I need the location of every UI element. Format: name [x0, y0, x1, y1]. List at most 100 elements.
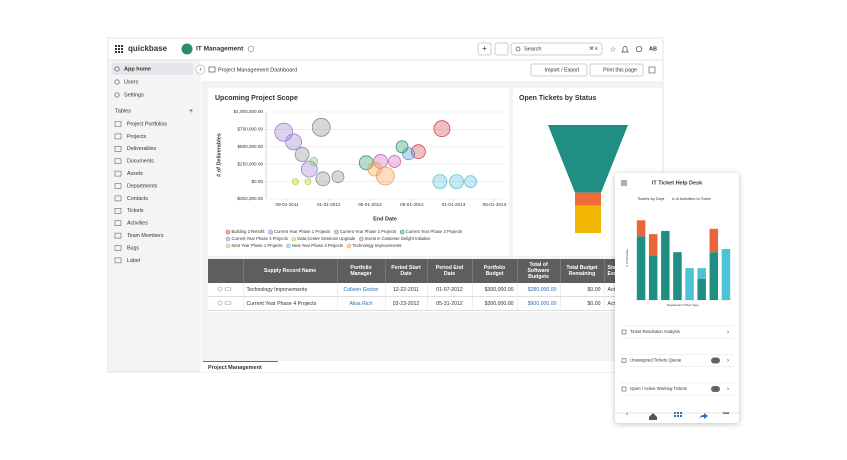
table-item[interactable]: Projects	[127, 134, 146, 140]
bubble	[402, 147, 415, 161]
nav-item[interactable]: Settings	[124, 92, 144, 98]
dashboard-title: Project Management Dashboard	[218, 67, 297, 73]
tab-label[interactable]: Project Management	[208, 365, 262, 371]
y-axis-label: # of Deliverables	[216, 133, 222, 177]
chevron[interactable]: ›	[727, 358, 729, 364]
active-nav	[112, 63, 193, 75]
x-axis-label: End Date	[373, 216, 397, 222]
table-cell[interactable]: $280,000.00	[517, 283, 561, 297]
table-item[interactable]: Deliverables	[127, 146, 156, 152]
table-item[interactable]: Project Portfolios	[127, 121, 167, 127]
y-tick-label: $250,000.00	[237, 161, 263, 166]
bar-segment	[636, 236, 646, 300]
bubble	[367, 161, 383, 177]
table-cell: Activ	[604, 283, 616, 297]
nav-apps[interactable]	[674, 412, 682, 417]
item-label[interactable]: Unassigned Tickets Queue	[630, 358, 682, 363]
print-button[interactable]	[589, 63, 644, 77]
row-icons[interactable]	[215, 300, 235, 306]
table-cell: Current Year Phase 4 Projects	[243, 296, 338, 311]
info-icon[interactable]	[247, 45, 255, 53]
nav-more[interactable]: •••	[723, 412, 729, 418]
row-icons[interactable]	[215, 286, 235, 292]
legend-label: Data Center Sessions Upgrade	[297, 236, 356, 241]
bubble	[315, 171, 331, 187]
help-icon[interactable]	[635, 45, 643, 53]
table-cell: Technology Improvements	[243, 283, 338, 297]
funnel-segment	[575, 192, 601, 206]
column-header: Period Start Date	[385, 259, 428, 283]
y-tick-label: -$250,000.00	[236, 196, 264, 201]
table-item[interactable]: Team Members	[127, 233, 164, 239]
table-icon	[114, 170, 122, 177]
x-tick-label: 01-01-2013	[442, 202, 466, 207]
x-tick-label: 09-01-2011	[276, 202, 300, 207]
table-cell[interactable]: Colleen Gorton	[337, 283, 386, 297]
item-label[interactable]: Ticket Resolution Analysis	[630, 329, 680, 334]
table-item[interactable]: Bugs	[127, 245, 139, 251]
import-export-button[interactable]	[530, 63, 588, 77]
legend-swatch	[291, 236, 297, 242]
nav-icon	[114, 66, 120, 72]
nav-share[interactable]	[699, 413, 708, 419]
records-table: Supply Record Name Portfolio Manager Perio…	[208, 259, 617, 311]
nav-item[interactable]: App home	[124, 66, 151, 72]
layout-icon[interactable]	[648, 66, 656, 74]
add-table-icon[interactable]: +	[189, 108, 193, 115]
item-icon	[621, 386, 627, 392]
legend-swatch	[286, 243, 291, 249]
nav-home[interactable]	[649, 413, 657, 420]
search-box[interactable]	[510, 42, 603, 56]
table-icon	[114, 245, 122, 251]
bubble	[432, 174, 448, 190]
bubble-title: Upcoming Project Scope	[215, 95, 298, 102]
legend-swatch	[225, 243, 231, 249]
user-avatar[interactable]: AB	[649, 46, 657, 52]
brand[interactable]: quickbase	[128, 44, 168, 53]
add-button[interactable]	[477, 42, 492, 56]
mobile-panel: IT Ticket Help Desk Tickets by Dept # of…	[615, 173, 739, 423]
table-item[interactable]: Assets	[127, 171, 143, 177]
count-label: 2	[714, 359, 716, 363]
chevron[interactable]: ›	[727, 387, 729, 393]
y-tick-label: $500,000.00	[237, 144, 263, 149]
bubble-chart: End Date # of Deliverables $1,000,000.00…	[216, 109, 507, 249]
apps-icon[interactable]	[115, 45, 123, 53]
table-item[interactable]: Departments	[127, 183, 158, 189]
bar-segment	[697, 278, 706, 300]
table-cell[interactable]: $900,000.00	[517, 296, 561, 311]
table-item[interactable]: Contacts	[127, 196, 148, 202]
y-tick-label: $1,000,000.00	[234, 109, 264, 114]
legend-label: Next Year Phase 1 Projects	[232, 243, 283, 248]
table-cell: $300,000.00	[472, 283, 518, 297]
bubble	[358, 155, 374, 171]
collapse-button[interactable]	[195, 64, 206, 75]
bubble	[388, 155, 401, 168]
table-item[interactable]: Activities	[127, 221, 148, 227]
table-cell: $0.00	[560, 296, 605, 311]
settings-button[interactable]	[494, 42, 509, 56]
nav-back[interactable]: ‹	[626, 412, 628, 418]
funnel-title: Open Tickets by Status	[519, 95, 596, 102]
favorite-icon[interactable]: ☆	[610, 45, 616, 53]
table-item[interactable]: Label	[127, 258, 140, 264]
legend-label: Current Year Phase 4 Projects	[232, 236, 288, 241]
table-cell: $300,000.00	[472, 296, 518, 311]
legend-label: Next Year Phase 3 Projects	[292, 243, 343, 248]
table-cell[interactable]: Alisa Rich	[337, 296, 386, 311]
table-item[interactable]: Tickets	[127, 208, 144, 214]
table-item[interactable]: Documents	[127, 159, 154, 165]
chevron[interactable]: ›	[727, 330, 729, 336]
item-label[interactable]: Open / Active Working Tickets	[630, 386, 687, 391]
table-icon	[114, 195, 122, 202]
app-name[interactable]: IT Management	[196, 46, 244, 53]
notifications-icon[interactable]	[621, 46, 629, 53]
x-tick-label: 01-01-2012	[317, 202, 341, 207]
table-icon	[114, 220, 122, 226]
nav-item[interactable]: Users	[124, 79, 139, 85]
legend-label: Current Year Phase 2 Projects	[340, 229, 396, 234]
table-icon	[114, 158, 122, 164]
menu-icon[interactable]	[621, 180, 627, 186]
nav-icon	[114, 79, 120, 85]
